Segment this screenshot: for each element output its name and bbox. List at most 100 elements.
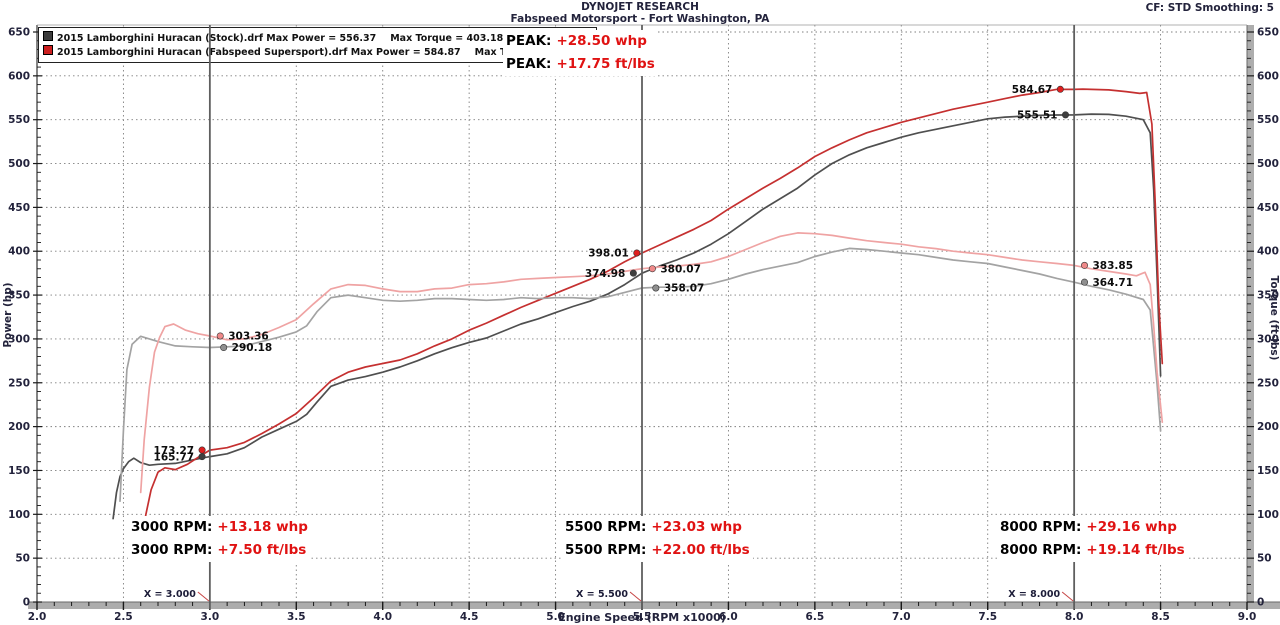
data-point-dot [216, 332, 224, 340]
svg-text:4.0: 4.0 [373, 611, 392, 623]
svg-text:450: 450 [1257, 202, 1279, 214]
svg-text:200: 200 [1257, 421, 1279, 433]
svg-text:50: 50 [15, 553, 30, 565]
svg-text:250: 250 [1257, 377, 1279, 389]
data-point-dot [198, 446, 206, 454]
svg-text:250: 250 [8, 377, 30, 389]
gain-line: 5500 RPM: +23.03 whp [565, 519, 742, 535]
svg-text:7.5: 7.5 [978, 611, 997, 623]
svg-text:Power (hp): Power (hp) [2, 282, 14, 347]
svg-text:7.0: 7.0 [892, 611, 911, 623]
svg-text:9.0: 9.0 [1238, 611, 1257, 623]
data-point-dot [633, 249, 641, 257]
svg-text:4.5: 4.5 [460, 611, 479, 623]
svg-text:3.5: 3.5 [287, 611, 306, 623]
data-point-dot [1056, 85, 1064, 93]
gain-line: 8000 RPM: +29.16 whp [1000, 519, 1177, 535]
gain-line: 3000 RPM: +13.18 whp [131, 519, 308, 535]
svg-text:200: 200 [8, 421, 30, 433]
svg-text:150: 150 [1257, 465, 1279, 477]
svg-text:550: 550 [8, 114, 30, 126]
svg-text:6.5: 6.5 [806, 611, 825, 623]
data-point-dot [648, 265, 656, 273]
axis-ticks: 2.0 2.5 3.0 3.5 4.0 4.5 5.0 5.5 6.0 6.5 7.0 7.5 8.0 8… [8, 27, 1279, 624]
svg-text:100: 100 [8, 509, 30, 521]
peak-gain-annotation: PEAK: +28.50 whp PEAK: +17.75 ft/lbs [503, 30, 658, 76]
svg-text:5.0: 5.0 [546, 611, 565, 623]
curve-fabspeed-power [139, 88, 1164, 549]
data-point-dot [220, 344, 228, 352]
data-point-value: 380.07 [660, 263, 701, 275]
svg-text:600: 600 [1257, 70, 1279, 82]
fabspeed-series-swatch [43, 45, 53, 55]
gain-annotation-8000rpm: 8000 RPM: +29.16 whp 8000 RPM: +19.14 ft/l… [997, 516, 1188, 562]
svg-text:350: 350 [1257, 290, 1279, 302]
axis-titles: Power (hp) Torque (ft-lbs) Engine Speed (R… [2, 276, 1280, 624]
svg-text:Torque (ft-lbs): Torque (ft-lbs) [1268, 276, 1280, 361]
data-point-value: 358.07 [664, 283, 705, 295]
svg-text:2.5: 2.5 [114, 611, 133, 623]
series-layer [112, 88, 1164, 549]
svg-text:450: 450 [8, 202, 30, 214]
svg-text:Engine Speed (RPM x1000): Engine Speed (RPM x1000) [558, 611, 726, 624]
svg-text:350: 350 [8, 290, 30, 302]
data-point-value: 173.27 [154, 445, 195, 457]
svg-text:8.0: 8.0 [1065, 611, 1084, 623]
data-point-value: 383.85 [1093, 260, 1134, 272]
svg-text:550: 550 [1257, 114, 1279, 126]
peak-whp-line: PEAK: +28.50 whp [506, 33, 647, 49]
svg-text:0: 0 [1257, 597, 1264, 609]
data-point-value: 165.77 [154, 451, 195, 463]
gain-annotation-5500rpm: 5500 RPM: +23.03 whp 5500 RPM: +22.00 ft/l… [562, 516, 753, 562]
svg-text:300: 300 [1257, 333, 1279, 345]
data-point-value: 584.67 [1012, 84, 1053, 96]
page-subtitle: Fabspeed Motorsport - Fort Washington, P… [510, 13, 770, 25]
page-title: DYNOJET RESEARCH [581, 1, 699, 13]
data-point-dot [198, 453, 206, 461]
svg-text:3.0: 3.0 [201, 611, 220, 623]
svg-text:300: 300 [8, 333, 30, 345]
svg-text:50: 50 [1257, 553, 1272, 565]
legend-item-stock: 2015 Lamborghini Huracan (Stock).drf Max… [43, 31, 588, 45]
gain-line: 5500 RPM: +22.00 ft/lbs [565, 542, 750, 558]
svg-text:400: 400 [8, 246, 30, 258]
gain-annotation-3000rpm: 3000 RPM: +13.18 whp 3000 RPM: +7.50 ft/lb… [128, 516, 311, 562]
curve-stock-power [112, 113, 1162, 520]
legend-label: 2015 Lamborghini Huracan (Fabspeed Super… [57, 47, 461, 58]
data-point-value: 398.01 [588, 248, 629, 260]
svg-text:500: 500 [1257, 158, 1279, 170]
svg-text:150: 150 [8, 465, 30, 477]
data-point-value: 555.51 [1017, 110, 1058, 122]
data-point-value: 290.18 [232, 342, 273, 354]
svg-text:650: 650 [8, 27, 30, 39]
svg-text:100: 100 [1257, 509, 1279, 521]
legend-max-torque: Max Torque = 403.18 [390, 33, 504, 44]
stock-series-swatch [43, 31, 53, 41]
data-point-dot [629, 269, 637, 277]
curve-stock-torque [119, 247, 1162, 503]
data-point-value: 364.71 [1093, 277, 1134, 289]
data-point-value: 303.36 [228, 331, 269, 343]
svg-text:650: 650 [1257, 27, 1279, 39]
data-point-value: 374.98 [585, 268, 626, 280]
svg-text:8.5: 8.5 [1151, 611, 1170, 623]
svg-text:5.5: 5.5 [633, 611, 652, 623]
gain-line: 8000 RPM: +19.14 ft/lbs [1000, 542, 1185, 558]
data-point-dot [1081, 261, 1089, 269]
legend-label: 2015 Lamborghini Huracan (Stock).drf Max… [57, 33, 377, 44]
correction-settings: CF: STD Smoothing: 5 [1145, 2, 1274, 14]
svg-text:600: 600 [8, 70, 30, 82]
svg-text:0: 0 [23, 597, 30, 609]
data-point-dot [1081, 278, 1089, 286]
svg-text:500: 500 [8, 158, 30, 170]
data-point-dot [1062, 111, 1070, 119]
svg-text:6.0: 6.0 [719, 611, 738, 623]
peak-torque-line: PEAK: +17.75 ft/lbs [506, 56, 655, 72]
svg-text:2.0: 2.0 [28, 611, 47, 623]
gain-line: 3000 RPM: +7.50 ft/lbs [131, 542, 307, 558]
svg-text:400: 400 [1257, 246, 1279, 258]
data-point-dot [652, 284, 660, 292]
